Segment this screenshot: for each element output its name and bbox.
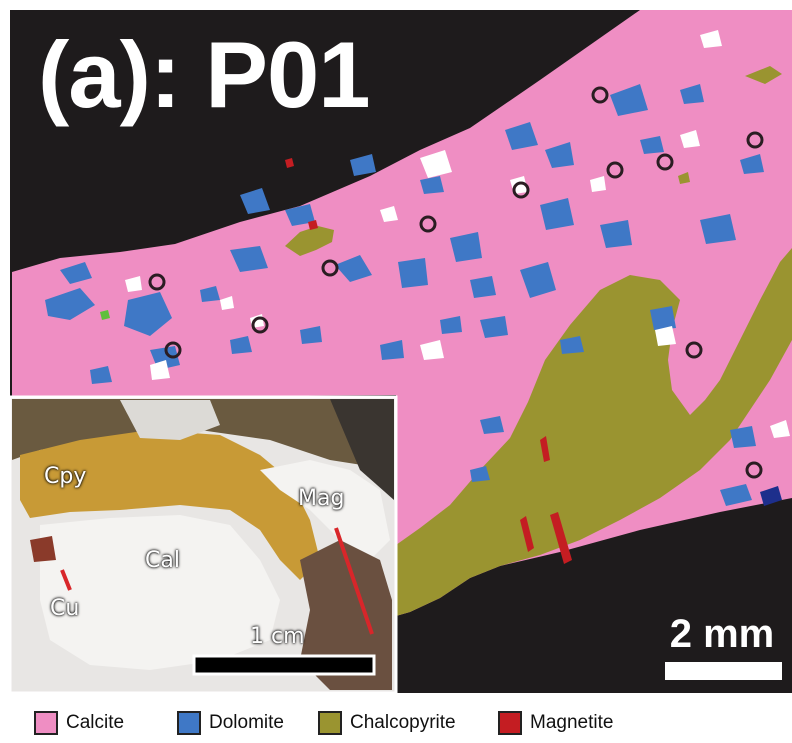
legend-label: Dolomite	[209, 712, 284, 733]
analysis-spot	[656, 153, 674, 171]
inset-scale-label: 1 cm	[250, 624, 305, 649]
chalcopyrite-region	[396, 248, 792, 616]
mineral-map	[8, 10, 792, 695]
chalcopyrite-grain	[745, 66, 782, 84]
analysis-spot	[685, 341, 703, 359]
inset-label-cal: Cal	[145, 548, 180, 573]
chalcopyrite-grain	[678, 172, 690, 184]
inset-label-mag: Mag	[298, 486, 345, 511]
legend-item-magnetite: Magnetite	[498, 710, 613, 736]
green-grain	[100, 310, 110, 320]
analysis-spot	[745, 461, 763, 479]
panel-label: (a): P01	[38, 22, 371, 127]
calcite-swatch	[34, 711, 58, 735]
analysis-spot	[321, 259, 339, 277]
magnetite-grains	[285, 158, 572, 564]
inset-label-cpy: Cpy	[44, 464, 87, 489]
analysis-spot	[164, 341, 182, 359]
mineral-legend: Calcite Dolomite Chalcopyrite Magnetite	[0, 700, 792, 743]
analysis-spot	[591, 86, 609, 104]
inset-photo	[8, 395, 398, 695]
chalcopyrite-swatch	[318, 711, 342, 735]
legend-label: Calcite	[66, 712, 125, 733]
analysis-spots	[148, 86, 764, 479]
dolomite-swatch	[177, 711, 201, 735]
legend-item-chalcopyrite: Chalcopyrite	[318, 710, 456, 736]
analysis-spot	[606, 161, 624, 179]
legend-label: Chalcopyrite	[350, 712, 456, 733]
analysis-spot	[251, 316, 269, 334]
dolomite-grain-dark	[760, 486, 782, 506]
analysis-spot	[148, 273, 166, 291]
analysis-spot	[746, 131, 764, 149]
inset-label-cu: Cu	[50, 596, 80, 621]
legend-item-dolomite: Dolomite	[177, 710, 284, 736]
cu-pointer	[60, 569, 72, 591]
magnetite-swatch	[498, 711, 522, 735]
map-scale-bar	[665, 662, 782, 680]
dolomite-grains	[45, 84, 764, 506]
mag-pointer	[334, 527, 374, 635]
legend-label: Magnetite	[530, 712, 614, 733]
chalcopyrite-grain	[285, 226, 334, 256]
analysis-spot	[512, 181, 530, 199]
analysis-spot	[419, 215, 437, 233]
inset-scale-bar	[192, 654, 376, 676]
scale-bar-label: 2 mm	[669, 612, 775, 656]
legend-item-calcite: Calcite	[34, 710, 124, 736]
